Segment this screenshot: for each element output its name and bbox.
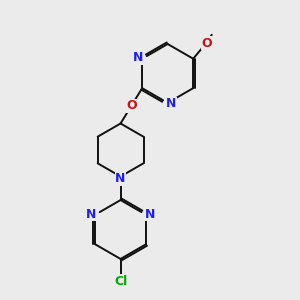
Text: N: N bbox=[145, 208, 156, 221]
Text: N: N bbox=[116, 172, 126, 185]
Text: Cl: Cl bbox=[114, 275, 127, 288]
Text: O: O bbox=[202, 37, 212, 50]
Text: N: N bbox=[85, 208, 96, 221]
Text: N: N bbox=[133, 51, 143, 64]
Text: N: N bbox=[166, 97, 177, 110]
Text: O: O bbox=[126, 99, 137, 112]
